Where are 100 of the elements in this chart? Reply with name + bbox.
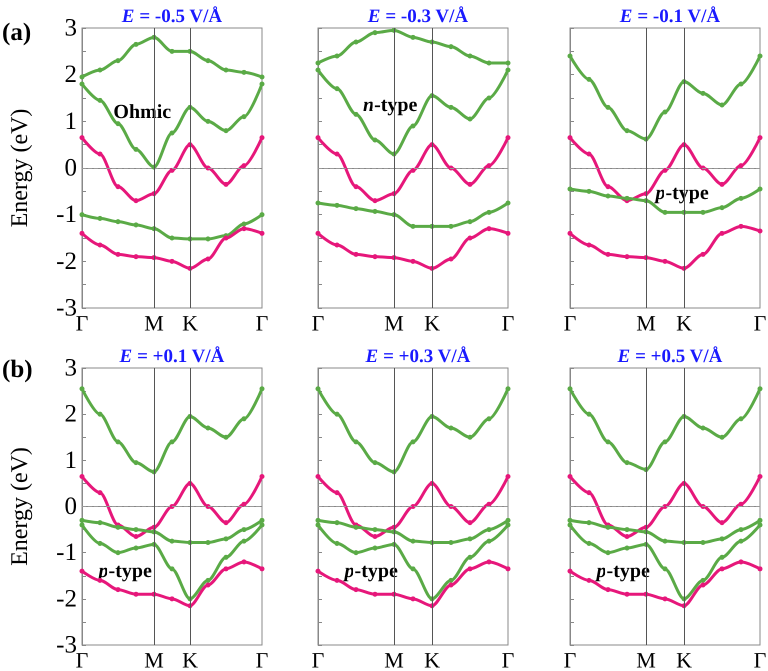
point (506, 230, 510, 236)
point (224, 434, 228, 440)
point (372, 460, 378, 466)
x-tick-label: M (636, 648, 656, 671)
point (624, 196, 630, 201)
point (606, 252, 610, 257)
point (758, 54, 762, 58)
point (206, 540, 210, 546)
point (738, 82, 744, 86)
y-tick-label: 0 (64, 154, 77, 182)
point (468, 54, 472, 58)
point (354, 252, 358, 257)
point (506, 200, 510, 206)
point (224, 520, 228, 526)
point (486, 538, 492, 544)
point (468, 434, 472, 440)
point (116, 439, 120, 444)
point (606, 550, 610, 556)
point (410, 566, 416, 572)
point (242, 527, 246, 532)
point (316, 522, 320, 528)
point (758, 135, 762, 140)
point (624, 128, 630, 134)
point (316, 386, 320, 392)
point (720, 554, 724, 560)
point (372, 546, 378, 551)
point (700, 252, 706, 257)
point (758, 186, 762, 192)
point (316, 474, 320, 479)
point (448, 578, 454, 583)
point (372, 208, 378, 214)
point (242, 538, 246, 544)
point (372, 138, 378, 142)
point (662, 596, 668, 602)
point (410, 538, 416, 544)
y-tick-label: -2 (56, 248, 77, 275)
point (410, 224, 416, 229)
point (700, 426, 706, 431)
point (606, 184, 610, 190)
point (700, 90, 706, 96)
point (116, 184, 120, 190)
point (134, 42, 138, 47)
point (506, 518, 510, 523)
point (700, 582, 706, 588)
point (448, 256, 454, 262)
point (624, 534, 630, 540)
point (260, 474, 264, 479)
x-tick-label: Γ (256, 648, 269, 671)
point (80, 74, 84, 80)
point (334, 578, 340, 583)
point (410, 258, 416, 264)
point (506, 474, 510, 479)
chart-title: E = -0.3 V/Å (366, 6, 468, 27)
point (170, 130, 174, 136)
point (354, 206, 358, 212)
point (662, 210, 668, 215)
y-tick-label: 3 (64, 354, 77, 382)
point (486, 226, 492, 232)
point (260, 386, 264, 392)
point (98, 68, 102, 72)
point (468, 116, 472, 122)
point (116, 219, 120, 224)
point (206, 236, 210, 242)
point (586, 152, 592, 156)
point (700, 578, 706, 583)
point (98, 216, 102, 221)
point (224, 128, 228, 134)
point (316, 518, 320, 523)
x-tick-label: K (182, 648, 198, 671)
point (224, 554, 228, 560)
point (98, 520, 102, 526)
x-tick-label: Γ (312, 648, 325, 671)
point (738, 527, 744, 532)
y-tick-label: 0 (64, 493, 77, 520)
point (334, 490, 340, 496)
point (700, 210, 706, 215)
point (372, 527, 378, 532)
point (80, 386, 84, 392)
point (468, 219, 472, 224)
point (116, 58, 120, 64)
point (242, 559, 246, 564)
x-tick-label: M (636, 310, 656, 336)
point (372, 254, 378, 260)
y-tick-label: 3 (64, 14, 77, 42)
point (758, 386, 762, 392)
y-tick-label: -1 (56, 201, 77, 228)
point (586, 188, 592, 194)
point (334, 54, 340, 58)
point (334, 152, 340, 156)
point (568, 386, 572, 392)
point (468, 566, 472, 572)
point (354, 184, 358, 190)
point (98, 540, 102, 546)
point (242, 163, 246, 168)
y-tick-label: 2 (64, 61, 77, 88)
point (662, 110, 668, 114)
point (242, 416, 246, 422)
point (606, 194, 610, 198)
x-tick-label: Γ (502, 648, 515, 671)
point (506, 68, 510, 72)
